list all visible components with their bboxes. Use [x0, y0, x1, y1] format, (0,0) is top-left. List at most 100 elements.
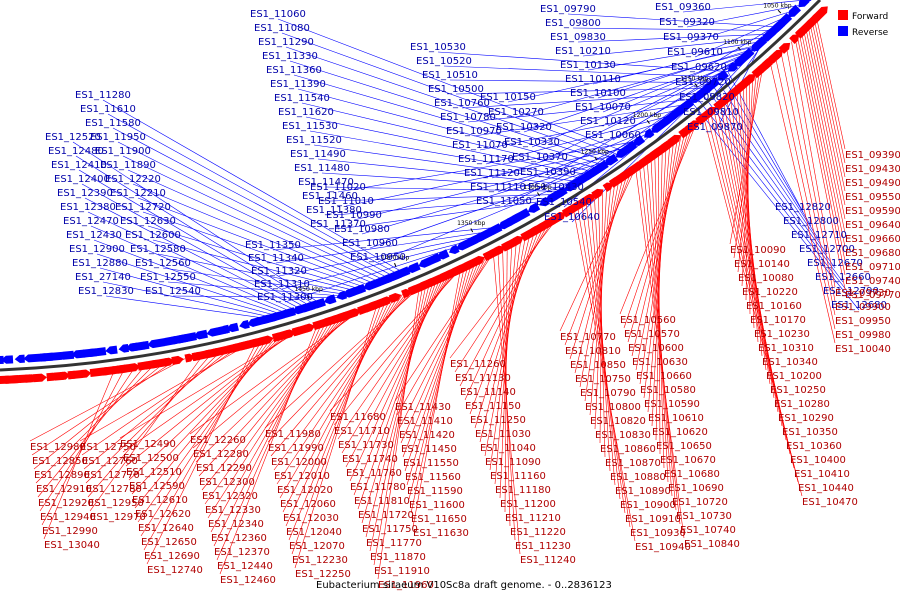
- reverse-feature-label: ES1_10320: [496, 122, 552, 133]
- forward-feature-label: ES1_10730: [676, 511, 732, 522]
- reverse-feature-arrow: [406, 262, 421, 273]
- reverse-leader-line: [701, 93, 844, 283]
- forward-feature-label: ES1_10080: [738, 273, 794, 284]
- forward-feature-label: ES1_11810: [354, 496, 410, 507]
- forward-leader-line: [785, 46, 836, 302]
- scale-tick-label: 1050 kbp: [763, 2, 791, 9]
- scale-tick: [737, 46, 741, 51]
- forward-leader-line: [410, 267, 465, 514]
- reverse-feature-arrow: [266, 310, 286, 322]
- forward-feature-label: ES1_11720: [358, 510, 414, 521]
- forward-leader-line: [396, 254, 490, 416]
- reverse-leader-line: [572, 27, 774, 31]
- forward-feature-label: ES1_11650: [411, 514, 467, 525]
- reverse-feature-label: ES1_11380: [306, 205, 362, 216]
- forward-leader-line: [646, 159, 673, 497]
- reverse-leader-line: [686, 4, 801, 28]
- forward-leader-line: [29, 358, 186, 442]
- reverse-feature-label: ES1_11480: [294, 163, 350, 174]
- reverse-feature-label: ES1_10520: [416, 56, 472, 67]
- reverse-leader-line: [112, 127, 394, 277]
- reverse-feature-label: ES1_11060: [250, 9, 306, 20]
- forward-leader-line: [213, 322, 327, 547]
- reverse-leader-line: [152, 239, 356, 292]
- reverse-feature-label: ES1_10110: [565, 74, 621, 85]
- forward-leader-line: [369, 284, 427, 552]
- reverse-feature-label: ES1_12540: [145, 286, 201, 297]
- forward-feature-label: ES1_10660: [636, 371, 692, 382]
- forward-feature-label: ES1_11590: [407, 486, 463, 497]
- forward-leader-line: [650, 157, 669, 483]
- reverse-feature-arrow: [744, 47, 755, 58]
- forward-feature-label: ES1_09390: [845, 150, 900, 161]
- reverse-leader-line: [577, 33, 771, 43]
- forward-feature-label: ES1_09730: [835, 288, 891, 299]
- reverse-feature-label: ES1_11460: [302, 191, 358, 202]
- forward-feature-arrow: [795, 22, 812, 38]
- forward-feature-label: ES1_09680: [845, 248, 900, 259]
- forward-feature-label: ES1_10620: [652, 427, 708, 438]
- reverse-feature-label: ES1_12430: [66, 230, 122, 241]
- forward-feature-label: ES1_10770: [560, 332, 616, 343]
- forward-feature-arrow: [706, 107, 717, 117]
- reverse-feature-label: ES1_11070: [452, 140, 508, 151]
- reverse-feature-label: ES1_09620: [671, 62, 727, 73]
- forward-feature-label: ES1_11200: [500, 499, 556, 510]
- forward-feature-label: ES1_10590: [644, 399, 700, 410]
- reverse-leader-line: [162, 267, 347, 295]
- scale-tick: [694, 83, 698, 87]
- reverse-feature-arrow: [118, 343, 130, 353]
- reverse-feature-label: ES1_11050: [476, 196, 532, 207]
- reverse-leader-line: [117, 141, 390, 279]
- reverse-feature-label: ES1_11170: [458, 154, 514, 165]
- forward-feature-label: ES1_11760: [346, 468, 402, 479]
- forward-feature-label: ES1_12610: [132, 495, 188, 506]
- reverse-feature-label: ES1_11300: [257, 292, 313, 303]
- reverse-leader-line: [722, 75, 812, 227]
- reverse-feature-arrow: [527, 202, 541, 213]
- genome-caption: Eubacterium siraeum V10Sc8a draft genome…: [316, 580, 612, 591]
- forward-leader-line: [134, 337, 277, 509]
- reverse-feature-label: ES1_11080: [254, 23, 310, 34]
- forward-feature-label: ES1_11150: [465, 401, 521, 412]
- legend-forward-swatch: [838, 10, 848, 20]
- forward-feature-label: ES1_10290: [778, 413, 834, 424]
- forward-leader-line: [345, 275, 448, 468]
- scale-tick: [470, 228, 474, 233]
- reverse-feature-label: ES1_10500: [428, 84, 484, 95]
- forward-feature-arrow: [470, 255, 485, 268]
- reverse-leader-line: [607, 55, 747, 127]
- reverse-leader-line: [172, 295, 337, 298]
- forward-feature-label: ES1_12940: [40, 512, 96, 523]
- reverse-feature-label: ES1_09320: [659, 17, 715, 28]
- reverse-feature-arrow: [311, 297, 326, 309]
- reverse-feature-label: ES1_10990: [326, 210, 382, 221]
- reverse-feature-label: ES1_11020: [310, 182, 366, 193]
- reverse-leader-line: [147, 225, 361, 290]
- forward-leader-line: [400, 258, 483, 444]
- forward-feature-label: ES1_12040: [286, 527, 342, 538]
- reverse-feature-label: ES1_11470: [298, 177, 354, 188]
- forward-feature-arrow: [550, 211, 566, 225]
- reverse-feature-label: ES1_10270: [488, 107, 544, 118]
- reverse-feature-label: ES1_10640: [544, 212, 600, 223]
- forward-feature-label: ES1_12770: [84, 470, 140, 481]
- forward-feature-label: ES1_11740: [342, 454, 398, 465]
- forward-feature-label: ES1_10720: [672, 497, 728, 508]
- reverse-leader-line: [87, 211, 297, 311]
- forward-feature-arrow: [388, 293, 402, 304]
- reverse-leader-line: [321, 172, 569, 189]
- reverse-feature-arrow: [604, 153, 619, 166]
- scale-tick: [307, 294, 310, 299]
- forward-feature-arrow: [259, 335, 274, 346]
- forward-feature-label: ES1_11560: [405, 472, 461, 483]
- forward-feature-label: ES1_10580: [640, 385, 696, 396]
- reverse-feature-arrow: [23, 353, 42, 363]
- forward-leader-line: [276, 294, 403, 485]
- scale-tick-label: 1150 kbp: [680, 75, 708, 82]
- reverse-leader-line: [81, 183, 307, 308]
- forward-feature-label: ES1_09740: [845, 276, 900, 287]
- forward-feature-label: ES1_10850: [570, 360, 626, 371]
- reverse-feature-label: ES1_11540: [274, 93, 330, 104]
- forward-feature-label: ES1_10630: [632, 357, 688, 368]
